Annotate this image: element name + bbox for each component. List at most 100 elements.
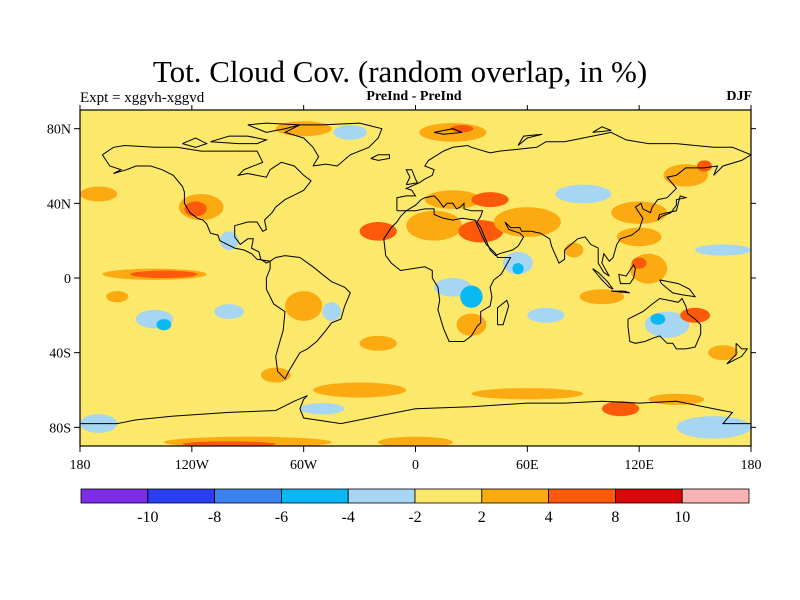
x-tick-label: 180	[70, 458, 91, 473]
colorbar-swatch	[681, 488, 750, 504]
colorbar-label: 10	[674, 509, 690, 526]
anomaly-region	[471, 192, 509, 208]
y-tick-label: 0	[64, 272, 71, 287]
anomaly-region	[285, 291, 323, 321]
anomaly-region	[333, 124, 368, 140]
comparison-label: PreInd - PreInd	[366, 89, 462, 104]
colorbar-swatch	[280, 488, 349, 504]
anomaly-region	[456, 313, 487, 336]
chart-title: Tot. Cloud Cov. (random overlap, in %)	[152, 54, 648, 89]
coastline	[370, 154, 390, 161]
y-tick-label: 80N	[47, 123, 71, 138]
anomaly-region	[378, 436, 453, 446]
anomaly-region	[156, 319, 172, 331]
anomaly-region	[650, 313, 666, 325]
colorbar-swatch	[615, 488, 683, 504]
colorbar-swatch	[347, 488, 416, 504]
colorbar-label: -10	[137, 509, 158, 526]
coastline	[210, 135, 269, 145]
colorbar-swatch	[414, 488, 483, 504]
anomaly-region	[322, 302, 341, 321]
coastline	[80, 395, 751, 425]
coastline	[247, 122, 301, 133]
coastline	[611, 290, 630, 294]
anomaly-region	[579, 289, 625, 305]
y-tick-label: 40S	[49, 347, 71, 362]
anomaly-region	[106, 291, 129, 303]
anomaly-region	[450, 124, 474, 133]
anomaly-region	[601, 401, 640, 417]
anomaly-region	[527, 307, 565, 323]
anomaly-region	[648, 393, 705, 405]
y-tick-label: 80S	[49, 421, 71, 436]
colorbar-label: 8	[611, 509, 619, 526]
coastline	[592, 126, 612, 133]
anomaly-region	[214, 304, 245, 320]
anomaly-region	[219, 231, 239, 251]
coastline	[659, 279, 697, 298]
anomaly-region	[299, 403, 345, 415]
anomaly-region	[663, 164, 709, 187]
colorbar-label: 4	[545, 509, 553, 526]
coastline	[517, 133, 543, 146]
coastline	[726, 342, 749, 365]
coastline	[497, 299, 510, 326]
anomaly-region	[512, 263, 524, 275]
anomaly-region	[359, 222, 397, 241]
colorbar-label: -8	[208, 509, 221, 526]
coastline	[182, 137, 208, 148]
coastlines	[80, 122, 751, 425]
anomaly-region	[460, 285, 483, 308]
colorbar: -10 -8 -6 -4 -2 2 4 8 10	[80, 488, 750, 526]
coastline	[657, 195, 688, 221]
colorbar-swatch	[214, 488, 282, 504]
y-tick-label: 40N	[47, 197, 71, 212]
colorbar-swatch	[80, 488, 149, 504]
anomaly-region	[458, 220, 504, 243]
anomaly-region	[182, 441, 276, 446]
anomaly-region	[419, 123, 487, 142]
x-tick-label: 120W	[175, 458, 210, 473]
coastline	[283, 122, 383, 167]
x-tick-label: 0	[412, 458, 419, 473]
colorbar-label: -2	[408, 509, 421, 526]
y-axis: 80N 40N 0 40S 80S	[47, 123, 756, 436]
x-tick-label: 60E	[516, 458, 539, 473]
x-tick-label: 120E	[624, 458, 654, 473]
coastline	[396, 131, 751, 277]
colorbar-swatch	[481, 488, 549, 504]
colorbar-label: -6	[275, 509, 288, 526]
coastline	[405, 169, 419, 186]
anomaly-region	[471, 388, 584, 400]
x-tick-label: 180	[741, 458, 762, 473]
colorbar-label: -4	[342, 509, 355, 526]
coastline	[618, 263, 636, 285]
anomaly-region	[696, 160, 712, 172]
anomaly-region	[695, 244, 751, 256]
coastline	[592, 268, 614, 290]
anomaly-region	[680, 307, 710, 323]
experiment-label: Expt = xggvh-xggvd	[80, 90, 205, 106]
colorbar-swatch	[147, 488, 216, 504]
anomaly-region	[564, 242, 584, 258]
season-label: DJF	[726, 89, 752, 104]
coastline	[627, 297, 702, 350]
x-axis: 180 120W 60W 0 60E 120E 180	[70, 105, 762, 473]
colorbar-label: 2	[478, 509, 486, 526]
coastline	[383, 208, 512, 342]
anomaly-region	[260, 367, 291, 383]
anomaly-region	[493, 207, 561, 237]
anomaly-region	[616, 227, 662, 247]
anomaly-region	[80, 186, 118, 202]
anomaly-region	[555, 184, 612, 204]
coastline	[101, 144, 312, 264]
colorbar-swatch	[548, 488, 616, 504]
anomaly-region	[424, 190, 481, 209]
anomaly-fields	[80, 121, 751, 446]
anomaly-region	[708, 345, 738, 361]
anomaly-region	[631, 257, 647, 269]
anomaly-region	[406, 210, 463, 241]
x-tick-label: 60W	[290, 458, 318, 473]
anomaly-region	[130, 270, 198, 278]
